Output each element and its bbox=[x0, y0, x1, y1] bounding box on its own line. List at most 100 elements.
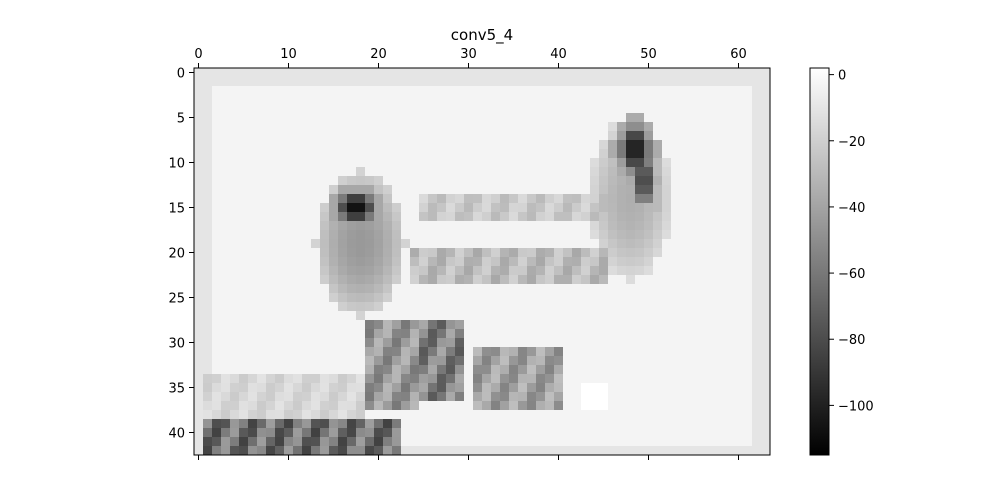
heatmap-cell bbox=[761, 68, 771, 78]
heatmap-cell bbox=[266, 95, 276, 105]
heatmap-cell bbox=[365, 392, 375, 402]
heatmap-cell bbox=[572, 392, 582, 402]
heatmap-cell bbox=[338, 131, 348, 141]
heatmap-cell bbox=[257, 113, 267, 123]
heatmap-cell bbox=[401, 212, 411, 222]
heatmap-cell bbox=[302, 221, 312, 231]
heatmap-cell bbox=[635, 113, 645, 123]
heatmap-cell bbox=[311, 104, 321, 114]
heatmap-cell bbox=[257, 185, 267, 195]
heatmap-cell bbox=[707, 338, 717, 348]
heatmap-cell bbox=[527, 275, 537, 285]
heatmap-cell bbox=[455, 428, 465, 438]
heatmap-cell bbox=[473, 374, 483, 384]
heatmap-cell bbox=[581, 158, 591, 168]
heatmap-cell bbox=[221, 410, 231, 420]
heatmap-cell bbox=[356, 212, 366, 222]
heatmap-cell bbox=[635, 167, 645, 177]
colorbar-ticks: 0−20−40−60−80−100 bbox=[829, 69, 874, 414]
heatmap-cell bbox=[446, 320, 456, 330]
heatmap-cell bbox=[239, 203, 249, 213]
heatmap-cell bbox=[581, 437, 591, 447]
heatmap-cell bbox=[734, 86, 744, 96]
heatmap-cell bbox=[491, 239, 501, 249]
heatmap-cell bbox=[563, 338, 573, 348]
heatmap-cell bbox=[221, 203, 231, 213]
heatmap-cell bbox=[500, 329, 510, 339]
heatmap-cell bbox=[320, 149, 330, 159]
heatmap-cell bbox=[743, 383, 753, 393]
heatmap-cell bbox=[581, 266, 591, 276]
heatmap-cell bbox=[653, 86, 663, 96]
heatmap-cell bbox=[509, 203, 519, 213]
heatmap-cell bbox=[383, 95, 393, 105]
heatmap-cell bbox=[401, 185, 411, 195]
heatmap-cell bbox=[554, 419, 564, 429]
heatmap-cell bbox=[401, 68, 411, 78]
heatmap-cell bbox=[590, 284, 600, 294]
heatmap-cell bbox=[743, 284, 753, 294]
heatmap-cell bbox=[644, 347, 654, 357]
heatmap-cell bbox=[491, 221, 501, 231]
heatmap-cell bbox=[464, 95, 474, 105]
heatmap-cell bbox=[284, 248, 294, 258]
heatmap-cell bbox=[698, 248, 708, 258]
heatmap-cell bbox=[689, 185, 699, 195]
heatmap-cell bbox=[644, 131, 654, 141]
heatmap-cell bbox=[194, 320, 204, 330]
heatmap-cell bbox=[716, 221, 726, 231]
heatmap-cell bbox=[383, 428, 393, 438]
heatmap-cell bbox=[761, 158, 771, 168]
heatmap-cell bbox=[743, 104, 753, 114]
heatmap-cell bbox=[500, 293, 510, 303]
heatmap-cell bbox=[203, 185, 213, 195]
heatmap-cell bbox=[590, 194, 600, 204]
heatmap-cell bbox=[284, 329, 294, 339]
heatmap-cell bbox=[752, 329, 762, 339]
heatmap-cell bbox=[437, 338, 447, 348]
heatmap-cell bbox=[194, 383, 204, 393]
heatmap-cell bbox=[734, 203, 744, 213]
heatmap-cell bbox=[590, 122, 600, 132]
heatmap-cell bbox=[707, 356, 717, 366]
heatmap-cell bbox=[563, 230, 573, 240]
heatmap-cell bbox=[698, 374, 708, 384]
heatmap-cell bbox=[401, 122, 411, 132]
heatmap-cell bbox=[365, 347, 375, 357]
heatmap-cell bbox=[509, 248, 519, 258]
heatmap-cell bbox=[761, 446, 771, 456]
heatmap-cell bbox=[392, 86, 402, 96]
heatmap-cell bbox=[374, 122, 384, 132]
heatmap-cell bbox=[752, 158, 762, 168]
heatmap-cell bbox=[734, 356, 744, 366]
heatmap-cell bbox=[302, 284, 312, 294]
heatmap-cell bbox=[338, 167, 348, 177]
heatmap-cell bbox=[311, 86, 321, 96]
heatmap-cell bbox=[500, 419, 510, 429]
heatmap-cell bbox=[329, 140, 339, 150]
heatmap-cell bbox=[338, 77, 348, 87]
heatmap-cell bbox=[302, 347, 312, 357]
heatmap-cell bbox=[653, 284, 663, 294]
heatmap-cell bbox=[608, 275, 618, 285]
heatmap-cell bbox=[653, 122, 663, 132]
heatmap-cell bbox=[338, 95, 348, 105]
heatmap-cell bbox=[536, 248, 546, 258]
heatmap-cell bbox=[230, 149, 240, 159]
heatmap-cell bbox=[590, 428, 600, 438]
heatmap-cell bbox=[725, 365, 735, 375]
heatmap-cell bbox=[365, 68, 375, 78]
heatmap-cell bbox=[734, 104, 744, 114]
heatmap-cell bbox=[320, 284, 330, 294]
heatmap-cell bbox=[680, 383, 690, 393]
heatmap-cell bbox=[653, 149, 663, 159]
heatmap-cell bbox=[311, 140, 321, 150]
heatmap-cell bbox=[608, 401, 618, 411]
heatmap-cell bbox=[221, 77, 231, 87]
heatmap-cell bbox=[572, 194, 582, 204]
heatmap-cell bbox=[446, 221, 456, 231]
heatmap-cell bbox=[554, 320, 564, 330]
heatmap-cell bbox=[437, 239, 447, 249]
heatmap-cell bbox=[347, 230, 357, 240]
heatmap-cell bbox=[455, 239, 465, 249]
